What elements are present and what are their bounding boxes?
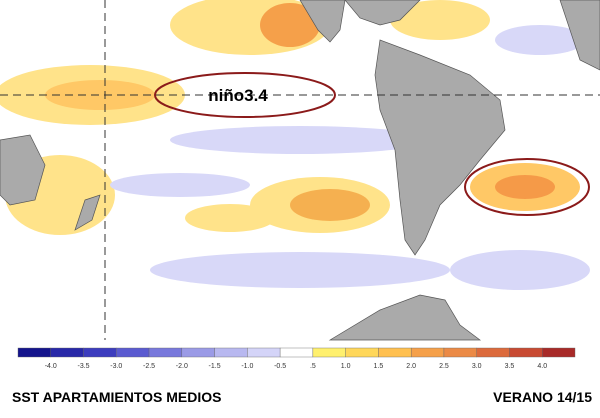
nino34-label: niño3.4 [208, 86, 268, 105]
land [0, 0, 600, 341]
colorbar-cell [50, 347, 84, 358]
footer-left: SST APARTAMIENTOS MEDIOS [12, 389, 222, 405]
colorbar-label: -2.0 [176, 363, 188, 370]
colorbar-label: 2.0 [406, 363, 416, 370]
nino34-ellipse [154, 72, 336, 118]
warm-blob [390, 0, 490, 40]
cool-blob [170, 126, 430, 154]
colorbar-cell [247, 347, 281, 358]
warm-blob [290, 189, 370, 221]
colorbar-cell [410, 347, 445, 358]
warm-blob [495, 175, 555, 199]
colorbar-cell [279, 347, 314, 358]
colorbar-label: -1.0 [241, 363, 253, 370]
colorbar-label: -2.5 [143, 363, 155, 370]
colorbar-label: 3.5 [505, 363, 515, 370]
footer-right: VERANO 14/15 [493, 389, 592, 405]
colorbar-cell [542, 347, 576, 358]
colorbar-cell [509, 347, 543, 358]
south-america [374, 39, 506, 256]
colorbar-label: 2.5 [439, 363, 449, 370]
colorbar-cell [148, 347, 183, 358]
new-zealand [74, 194, 101, 231]
australia [0, 134, 46, 206]
colorbar-label: -0.5 [274, 363, 286, 370]
colorbar-cell [312, 347, 346, 358]
cool-blob [150, 252, 450, 288]
cool-blob [495, 25, 585, 55]
colorbar-label: .5 [310, 363, 316, 370]
colorbar-label: -3.5 [77, 363, 89, 370]
colorbar-label: 1.5 [374, 363, 384, 370]
north-america-east [344, 0, 421, 26]
atlantic-ellipse [464, 158, 590, 216]
africa [559, 0, 600, 71]
warm-blob [260, 3, 320, 47]
colorbar-cell [378, 347, 412, 358]
cool-blob [450, 250, 590, 290]
warm-blob [45, 80, 155, 110]
colorbar-label: -4.0 [45, 363, 57, 370]
cool-blob [110, 173, 250, 197]
colorbar-cell [116, 347, 150, 358]
colorbar-cell [17, 347, 51, 358]
colorbar: -4.0 -3.5 -3.0 -2.5 -2.0 -1.5 -1.0 -0.5 .5 1.0 1.5… [17, 347, 576, 370]
colorbar-cell [476, 347, 510, 358]
colorbar-cell [214, 347, 248, 358]
north-america [299, 0, 346, 43]
antarctica [328, 294, 482, 341]
colorbar-cell [443, 347, 477, 358]
colorbar-label: 3.0 [472, 363, 482, 370]
colorbar-cell [181, 347, 215, 358]
colorbar-cell [83, 347, 117, 358]
anomaly-blobs [0, 0, 590, 290]
colorbar-cell [345, 347, 379, 358]
warm-blob [185, 204, 275, 232]
colorbar-label: 1.0 [341, 363, 351, 370]
colorbar-label: -3.0 [110, 363, 122, 370]
colorbar-label: 4.0 [537, 363, 547, 370]
colorbar-label: -1.5 [209, 363, 221, 370]
